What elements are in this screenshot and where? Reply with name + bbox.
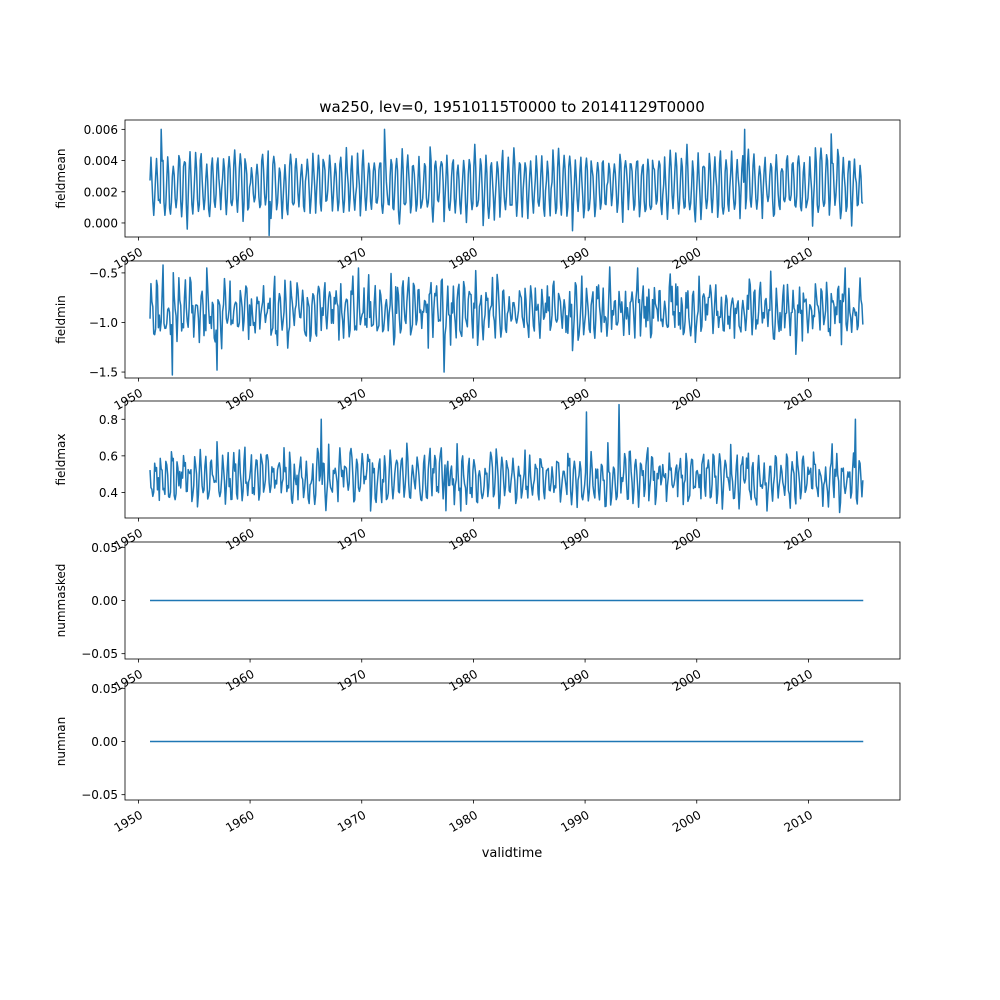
series-line-fieldmean (149, 128, 864, 237)
axes-frame (124, 260, 901, 379)
series-line-fieldmin (149, 264, 864, 376)
y-axis-label: numnan (54, 717, 68, 766)
y-tick-label: −1.0 (89, 316, 118, 330)
y-tick-label: 0.000 (84, 216, 118, 230)
y-tick-label: 0.00 (91, 594, 118, 608)
x-axis-label: validtime (482, 846, 543, 861)
chart-title: wa250, lev=0, 19510115T0000 to 20141129T… (319, 98, 705, 116)
y-tick-label: −1.5 (89, 366, 118, 380)
y-tick-label: 0.004 (84, 154, 118, 168)
y-axis-label: fieldmin (54, 295, 68, 344)
y-tick-label: 0.05 (91, 541, 118, 555)
y-axis-label: fieldmax (54, 433, 68, 485)
axes-frame (124, 119, 901, 238)
y-axis-label: fieldmean (54, 149, 68, 209)
y-tick-label: −0.05 (81, 788, 118, 802)
y-tick-label: 0.05 (91, 682, 118, 696)
y-tick-label: −0.5 (89, 266, 118, 280)
axes-frame (124, 400, 901, 519)
y-tick-label: 0.8 (99, 413, 118, 427)
y-tick-label: −0.05 (81, 647, 118, 661)
y-tick-label: 0.6 (99, 449, 118, 463)
y-tick-label: 0.4 (99, 486, 118, 500)
y-tick-label: 0.00 (91, 735, 118, 749)
series-line-fieldmax (149, 403, 864, 514)
y-tick-label: 0.002 (84, 185, 118, 199)
y-tick-label: 0.006 (84, 123, 118, 137)
y-axis-label: nummasked (54, 564, 68, 638)
